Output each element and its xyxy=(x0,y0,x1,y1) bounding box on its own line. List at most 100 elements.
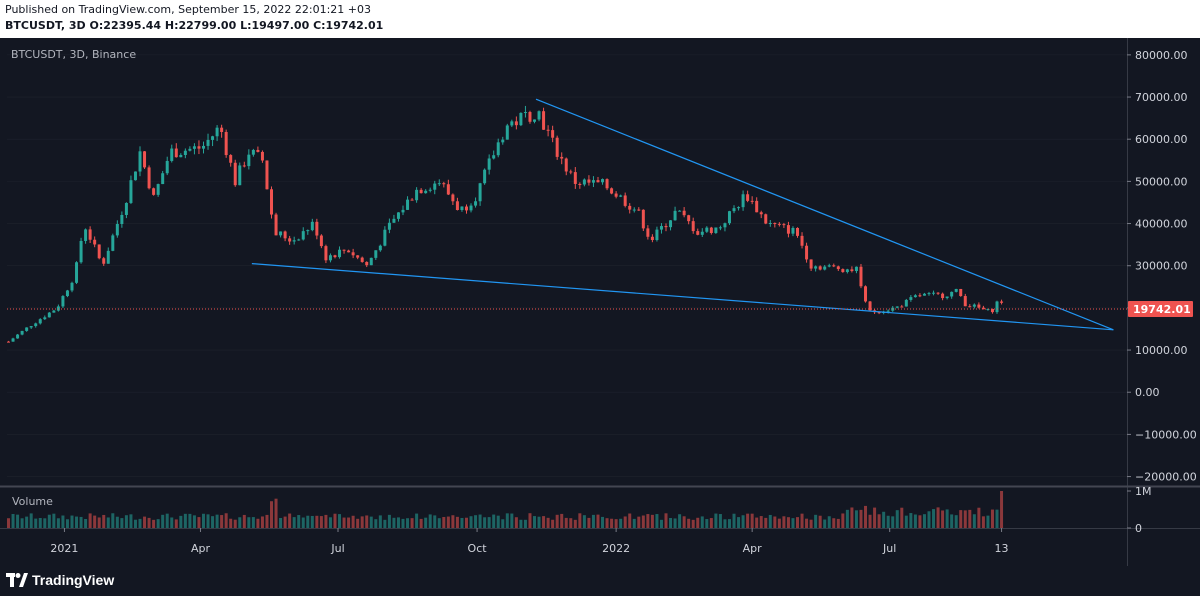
volume-bar xyxy=(696,517,700,528)
candle-body xyxy=(936,292,940,294)
published-info: Published on TradingView.com, September … xyxy=(5,3,371,16)
volume-bar xyxy=(596,514,600,528)
volume-bar xyxy=(338,514,342,528)
volume-bar xyxy=(551,519,555,528)
last-price-box xyxy=(1128,300,1193,317)
candle-body xyxy=(886,310,890,312)
candle-body xyxy=(115,223,119,236)
volume-bar xyxy=(591,514,595,528)
candle-body xyxy=(451,194,455,202)
volume-bar xyxy=(220,515,224,528)
volume-bar xyxy=(188,513,192,528)
volume-bar xyxy=(328,517,332,528)
candle-body xyxy=(927,293,931,295)
volume-bar xyxy=(84,518,88,528)
candle-body xyxy=(814,266,818,269)
volume-bar xyxy=(746,513,750,528)
grid xyxy=(7,54,1127,477)
volume-bar xyxy=(886,515,890,528)
candle-body xyxy=(102,258,106,264)
candlestick-series xyxy=(7,105,1004,343)
price-axis[interactable]: 80000.00 70000.00 60000.00 50000.00 40000.00… xyxy=(1127,49,1197,484)
chart-frame[interactable]: 80000.00 70000.00 60000.00 50000.00 40000.00… xyxy=(0,38,1200,566)
candle-body xyxy=(868,301,872,311)
candle-body xyxy=(487,158,491,170)
candle-body xyxy=(188,148,192,151)
volume-bar xyxy=(832,518,836,528)
volume-bar xyxy=(650,514,654,528)
candle-body xyxy=(646,228,650,237)
candle-body xyxy=(297,239,301,241)
candle-body xyxy=(356,255,360,258)
volume-bar xyxy=(292,517,296,528)
y-tick-label: −20000.00 xyxy=(1135,471,1197,484)
candle-body xyxy=(759,212,763,215)
candle-body xyxy=(75,262,79,283)
volume-bar xyxy=(469,516,473,528)
tradingview-logo[interactable]: TradingView xyxy=(6,572,114,588)
price-chart[interactable]: 80000.00 70000.00 60000.00 50000.00 40000.00… xyxy=(0,38,1200,566)
candle-body xyxy=(38,319,42,324)
volume-bar xyxy=(505,513,509,528)
x-tick-label: Oct xyxy=(468,542,488,555)
candle-body xyxy=(93,239,97,245)
candle-body xyxy=(433,183,437,190)
volume-bar xyxy=(428,514,432,528)
ohlc-values: O:22395.44 H:22799.00 L:19497.00 C:19742… xyxy=(89,19,384,32)
volume-bar xyxy=(868,514,872,528)
candle-body xyxy=(591,180,595,183)
volume-bar xyxy=(682,516,686,528)
candle-body xyxy=(342,249,346,251)
volume-bar xyxy=(864,505,868,528)
candle-body xyxy=(133,171,137,181)
trendlines[interactable] xyxy=(7,98,1127,331)
y-tick-label: 30000.00 xyxy=(1135,260,1188,273)
volume-bar xyxy=(288,513,292,528)
volume-bar xyxy=(945,509,949,528)
candle-body xyxy=(587,179,591,183)
volume-axis[interactable]: 1M 0 xyxy=(1127,485,1152,535)
volume-bar xyxy=(759,516,763,528)
candle-body xyxy=(310,221,314,231)
candle-body xyxy=(319,235,323,247)
candle-body xyxy=(582,179,586,185)
candle-body xyxy=(483,169,487,184)
time-axis[interactable]: 2021 Apr Jul Oct 2022 Apr Jul 13 xyxy=(50,528,1009,555)
candle-body xyxy=(392,218,396,223)
volume-bar xyxy=(700,516,704,528)
volume-bar xyxy=(601,516,605,528)
candle-body xyxy=(406,199,410,210)
candle-body xyxy=(510,121,514,126)
volume-bar xyxy=(546,517,550,528)
volume-bar xyxy=(805,518,809,528)
volume-bar xyxy=(356,518,360,528)
volume-bar xyxy=(419,518,423,528)
volume-bar xyxy=(542,516,546,528)
volume-bar xyxy=(47,514,51,528)
candle-body xyxy=(197,146,201,149)
volume-bar xyxy=(478,514,482,528)
volume-bar xyxy=(424,517,428,528)
candle-body xyxy=(428,189,432,191)
volume-bar xyxy=(664,513,668,528)
candle-body xyxy=(823,266,827,270)
volume-bar xyxy=(111,513,115,528)
candle-body xyxy=(211,136,215,140)
candle-body xyxy=(990,308,994,313)
x-tick-label: 13 xyxy=(995,542,1009,555)
candle-body xyxy=(70,282,74,291)
volume-bar xyxy=(655,514,659,528)
candle-body xyxy=(156,184,160,195)
candle-body xyxy=(986,308,990,310)
volume-bar xyxy=(165,513,169,528)
volume-bars xyxy=(7,491,1004,528)
volume-bar xyxy=(755,517,759,528)
volume-bar xyxy=(773,516,777,528)
candle-body xyxy=(170,148,174,161)
candle-body xyxy=(705,227,709,232)
candle-body xyxy=(659,226,663,230)
volume-bar xyxy=(310,515,314,528)
volume-bar xyxy=(206,514,210,528)
candle-body xyxy=(288,238,292,242)
volume-bar xyxy=(519,519,523,528)
